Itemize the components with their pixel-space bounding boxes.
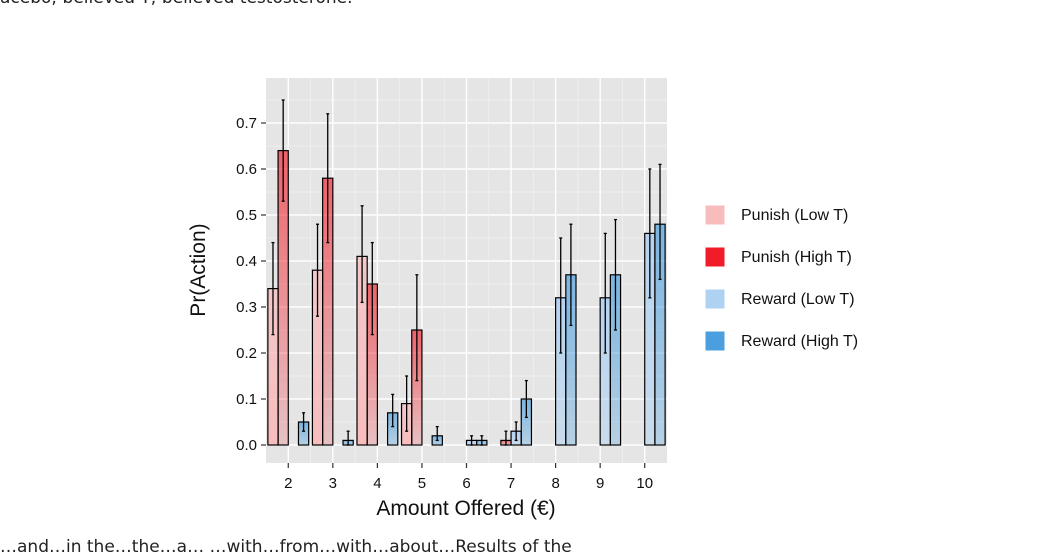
legend-label: Reward (Low T) — [741, 291, 855, 308]
y-tick-label: 0.4 — [236, 253, 257, 270]
legend-label: Punish (High T) — [741, 249, 852, 266]
x-tick-label: 2 — [284, 475, 292, 492]
x-tick-label: 10 — [636, 475, 653, 492]
y-tick-label: 0.2 — [236, 345, 257, 362]
x-tick-label: 4 — [373, 475, 381, 492]
bars-group — [267, 150, 666, 446]
y-axis-title: Pr(Action) — [187, 223, 210, 316]
legend-label: Punish (Low T) — [741, 207, 848, 224]
x-tick-label: 5 — [418, 475, 426, 492]
caption-bottom-line: …and…in the…the…a… …with…from…with…about… — [0, 537, 572, 557]
x-tick-label: 9 — [596, 475, 604, 492]
x-tick-label: 6 — [462, 475, 470, 492]
y-tick-label: 0.5 — [236, 207, 257, 224]
y-tick-label: 0.7 — [236, 115, 257, 132]
x-axis-title: Amount Offered (€) — [376, 497, 555, 520]
y-tick-label: 0.6 — [236, 161, 257, 178]
legend-swatch — [704, 246, 726, 268]
legend-swatch — [704, 204, 726, 226]
error-bars-group — [271, 99, 662, 446]
x-tick-label: 8 — [551, 475, 559, 492]
y-tick-label: 0.1 — [236, 391, 257, 408]
axes: 0.0 0.1 0.2 0.3 0.4 0.5 0.6 0.7 2 3 4 5 6 7 8 9 10 — [236, 115, 653, 492]
x-tick-label: 7 — [507, 475, 515, 492]
legend-swatch — [704, 288, 726, 310]
caption-top-line: acebo; believed T; believed testosterone… — [0, 0, 352, 8]
y-tick-label: 0.0 — [236, 437, 257, 454]
legend-label: Reward (High T) — [741, 333, 858, 350]
x-tick-label: 3 — [329, 475, 337, 492]
y-tick-label: 0.3 — [236, 299, 257, 316]
legend-swatch — [704, 330, 726, 352]
legend: Punish (Low T) Punish (High T) Reward (Low… — [704, 204, 858, 352]
